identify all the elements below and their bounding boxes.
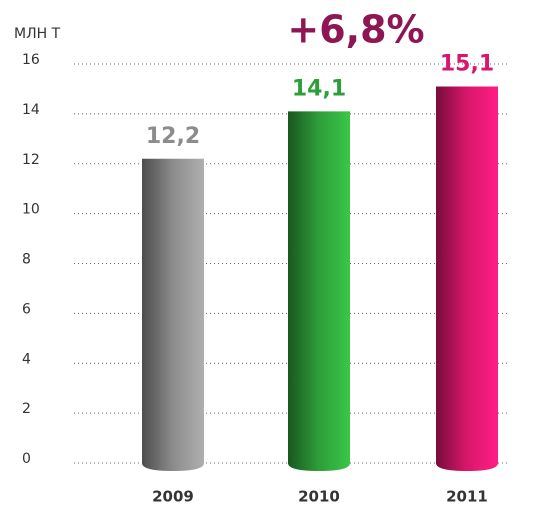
- bar: [142, 158, 204, 471]
- x-tick-label: 2010: [298, 488, 340, 506]
- x-tick-label: 2011: [446, 488, 488, 506]
- value-label: 15,1: [440, 51, 494, 76]
- x-tick-label: 2009: [152, 488, 194, 506]
- y-tick-label: 4: [22, 351, 31, 367]
- y-tick-label: 10: [22, 202, 40, 218]
- annotation: +6,8%: [287, 8, 424, 52]
- y-tick-label: 8: [22, 252, 31, 268]
- y-tick-label: 14: [22, 102, 40, 118]
- bar: [288, 111, 350, 471]
- y-tick-label: 2: [22, 401, 31, 417]
- y-tick-label: 0: [22, 451, 31, 467]
- bar: [436, 86, 498, 471]
- y-axis-label: МЛН Т: [14, 26, 61, 42]
- y-tick-label: 12: [22, 152, 40, 168]
- y-tick-label: 6: [22, 301, 31, 317]
- value-label: 12,2: [146, 124, 200, 149]
- y-tick-label: 16: [22, 52, 40, 68]
- value-label: 14,1: [292, 76, 346, 101]
